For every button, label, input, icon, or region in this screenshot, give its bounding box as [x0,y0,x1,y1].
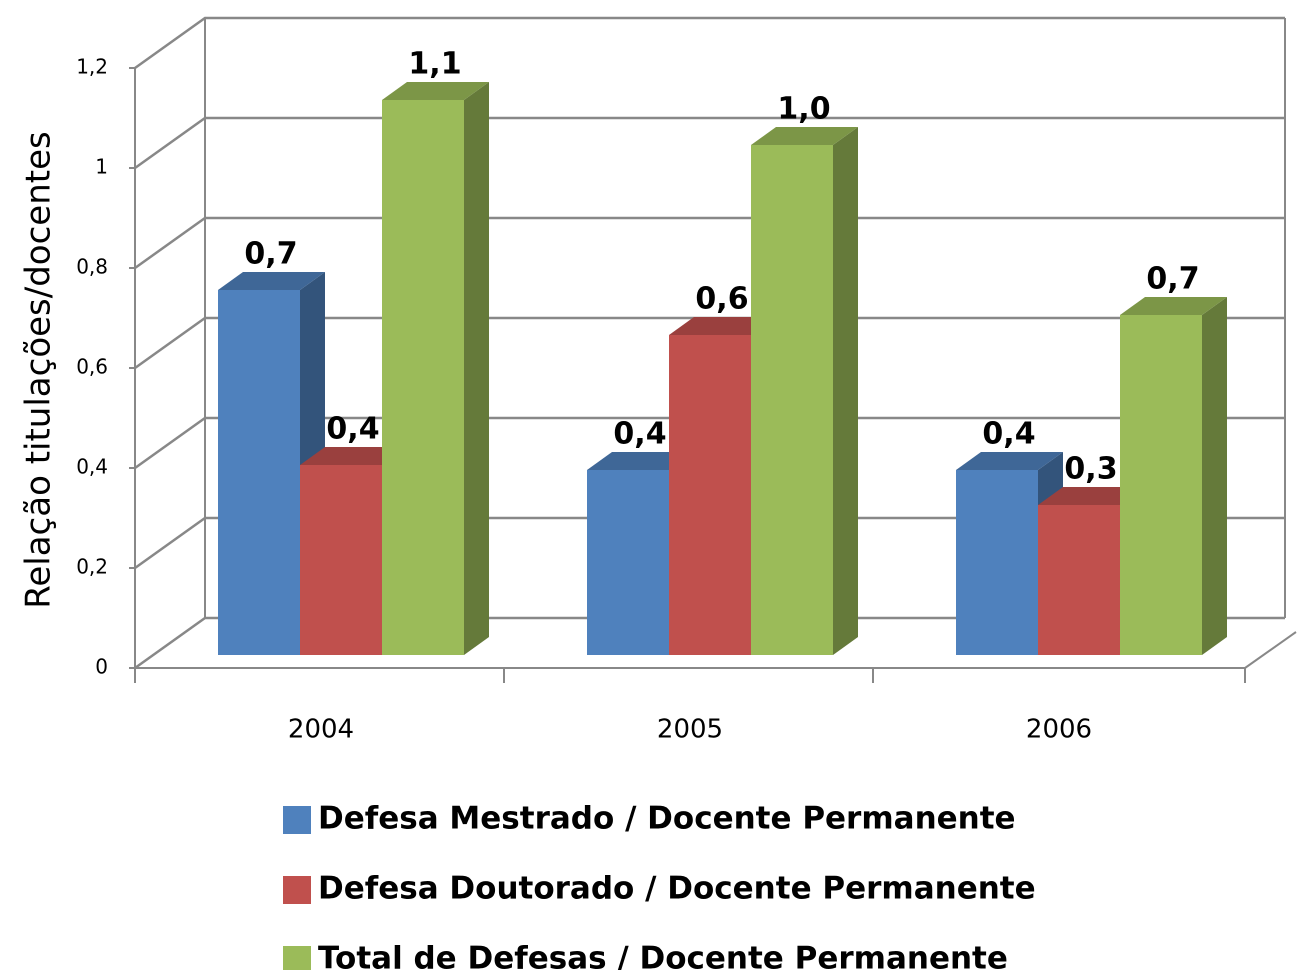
data-label: 0,4 [326,412,379,447]
x-tick-label: 2006 [1026,715,1092,745]
y-tick-label: 0,6 [76,355,108,379]
data-label: 1,1 [408,47,461,82]
legend-label: Defesa Doutorado / Docente Permanente [318,871,1036,907]
data-label: 1,0 [777,92,830,127]
bar-side [833,127,858,655]
data-label: 0,4 [982,417,1035,452]
bar-side [464,82,489,655]
x-tick-label: 2005 [657,715,723,745]
y-tick-label: 1 [95,155,108,179]
bar [218,290,300,655]
x-tick-label: 2004 [288,715,354,745]
bar-top [669,317,776,335]
bar [382,100,464,655]
data-label: 0,6 [695,282,748,317]
bar-side [1202,297,1227,655]
data-label: 0,7 [244,237,297,272]
bar-top [218,272,325,290]
legend-swatch [283,946,311,970]
legend-swatch [283,806,311,834]
bar-top [1038,487,1145,505]
y-tick-label: 0,2 [76,555,108,579]
bar [669,335,751,655]
floor-edge [1244,631,1297,669]
bar [1120,315,1202,655]
data-label: 0,3 [1064,452,1117,487]
y-tick-label: 0,4 [76,455,108,479]
bar-top [300,447,407,465]
bar-top [382,82,489,100]
bar [587,470,669,655]
bar [751,145,833,655]
data-label: 0,4 [613,417,666,452]
bar [956,470,1038,655]
bar-top [587,452,694,470]
data-label: 0,7 [1146,262,1199,297]
legend-swatch [283,876,311,904]
y-tick-label: 1,2 [76,55,108,79]
legend-label: Defesa Mestrado / Docente Permanente [318,801,1016,837]
legend-label: Total de Defesas / Docente Permanente [318,941,1008,970]
bar-top [956,452,1063,470]
y-axis-title: Relação titulações/docentes [19,131,59,608]
y-tick-label: 0 [95,655,108,679]
y-tick-label: 0,8 [76,255,108,279]
bar-top [751,127,858,145]
bar [300,465,382,655]
bar-top [1120,297,1227,315]
bar [1038,505,1120,655]
